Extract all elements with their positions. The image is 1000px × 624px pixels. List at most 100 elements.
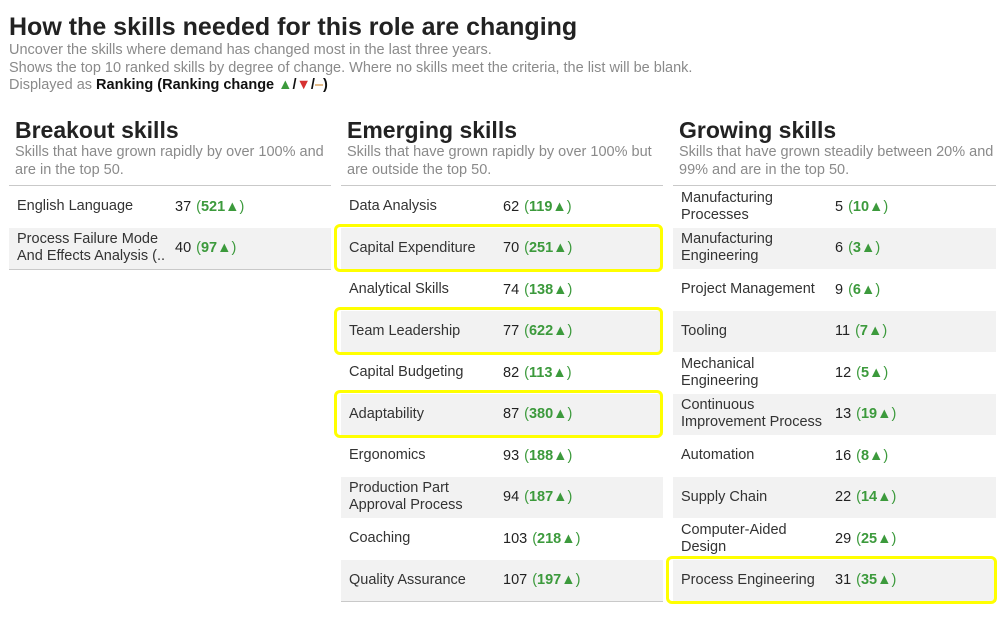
skill-row[interactable]: Mechanical Engineering 12 (5▲) xyxy=(673,352,996,394)
skill-row[interactable]: Capital Budgeting 82 (113▲) xyxy=(341,352,663,394)
skill-row[interactable]: Tooling 11 (7▲) xyxy=(673,310,996,352)
skill-name: Continuous Improvement Process xyxy=(681,397,823,431)
ranking-change: (251▲) xyxy=(524,240,573,257)
ranking-change: (113▲) xyxy=(524,364,572,381)
ranking-change: (8▲) xyxy=(856,447,889,464)
down-triangle-icon: ▼ xyxy=(296,77,311,93)
list-end-divider xyxy=(341,601,663,602)
ranking-change-value: 113▲ xyxy=(528,364,567,381)
ranking-change-value: 19▲ xyxy=(860,406,892,423)
ranking-change-value: 251▲ xyxy=(528,240,568,257)
skill-name: Capital Expenditure xyxy=(349,239,476,256)
skill-name: Supply Chain xyxy=(681,488,768,505)
skill-row[interactable]: Manufacturing Processes 5 (10▲) xyxy=(673,186,996,228)
ranking-change: (119▲) xyxy=(524,198,572,215)
skill-row[interactable]: Data Analysis 62 (119▲) xyxy=(341,186,663,228)
skill-row[interactable]: Process Engineering 31 (35▲) xyxy=(666,555,997,604)
ranking-change: (19▲) xyxy=(856,406,897,423)
ranking-change-value: 8▲ xyxy=(860,447,884,464)
ranking-change: (622▲) xyxy=(524,323,573,340)
ranking-change-value: 380▲ xyxy=(528,406,568,423)
skill-rank: 40 xyxy=(175,240,192,257)
ranking-change-value: 521▲ xyxy=(200,198,240,215)
skill-rank: 29 xyxy=(835,530,852,547)
ranking-change-value: 119▲ xyxy=(528,198,567,215)
ranking-change-label: Ranking change xyxy=(162,77,275,93)
ranking-change-value: 3▲ xyxy=(852,240,876,257)
skill-row[interactable]: Computer-Aided Design 29 (25▲) xyxy=(673,518,996,560)
slash-separator: / xyxy=(310,77,315,93)
displayed-as-value[interactable]: Ranking xyxy=(96,77,154,93)
column-title: Breakout skills xyxy=(15,117,179,143)
displayed-as-line: Displayed as Ranking (Ranking change ▲/▼… xyxy=(9,77,328,93)
ranking-change-value: 25▲ xyxy=(860,530,892,547)
skill-row[interactable]: Process Failure Mode And Effects Analysi… xyxy=(9,227,331,269)
ranking-change: (187▲) xyxy=(524,489,573,506)
skill-row[interactable]: Quality Assurance 107 (197▲) xyxy=(341,559,663,601)
skill-row[interactable]: Manufacturing Engineering 6 (3▲) xyxy=(673,227,996,269)
skill-rank: 62 xyxy=(503,198,520,215)
skill-rank: 13 xyxy=(835,406,852,423)
skill-name: Project Management xyxy=(681,281,815,298)
column-description: Skills that have grown rapidly by over 1… xyxy=(347,144,652,178)
skill-rank: 16 xyxy=(835,447,852,464)
skill-row[interactable]: English Language 37 (521▲) xyxy=(9,186,331,228)
skill-rank: 31 xyxy=(835,572,852,589)
skill-name: Process Engineering xyxy=(681,571,815,588)
skill-row[interactable]: Project Management 9 (6▲) xyxy=(673,269,996,311)
ranking-change-value: 14▲ xyxy=(860,489,892,506)
skill-row[interactable]: Ergonomics 93 (188▲) xyxy=(341,435,663,477)
skill-name: Coaching xyxy=(349,530,411,547)
breakout-skills-column: Breakout skills Skills that have grown r… xyxy=(9,116,331,270)
up-triangle-icon: ▲ xyxy=(278,77,293,93)
skills-list: Manufacturing Processes 5 (10▲) Manufacturi… xyxy=(666,186,997,604)
skill-rank: 37 xyxy=(175,198,192,215)
ranking-change-value: 35▲ xyxy=(860,572,892,589)
ranking-change: (218▲) xyxy=(532,530,581,547)
skill-rank: 22 xyxy=(835,489,852,506)
skill-rank: 103 xyxy=(503,530,528,547)
growing-skills-column: Growing skills Skills that have grown st… xyxy=(666,116,997,604)
ranking-change-value: 197▲ xyxy=(537,572,576,589)
column-title: Emerging skills xyxy=(347,117,518,143)
skill-name: Process Failure Mode And Effects Analysi… xyxy=(17,231,166,265)
skill-name: Analytical Skills xyxy=(349,281,449,298)
displayed-as-prefix: Displayed as xyxy=(9,77,93,93)
page-subtitle: Uncover the skills where demand has chan… xyxy=(9,42,492,58)
column-divider xyxy=(341,185,663,186)
skill-name: Manufacturing Engineering xyxy=(681,231,773,265)
skill-rank: 87 xyxy=(503,406,520,423)
skill-row[interactable]: Production Part Approval Process 94 (187▲) xyxy=(341,476,663,518)
ranking-change: (188▲) xyxy=(524,447,573,464)
skill-row[interactable]: Supply Chain 22 (14▲) xyxy=(673,476,996,518)
skill-row[interactable]: Analytical Skills 74 (138▲) xyxy=(341,269,663,311)
skill-name: Tooling xyxy=(681,322,727,339)
skill-name: Capital Budgeting xyxy=(349,364,464,381)
list-end-divider xyxy=(9,269,331,270)
skill-row[interactable]: Coaching 103 (218▲) xyxy=(341,518,663,560)
ranking-change: (7▲) xyxy=(855,323,888,340)
column-description: Skills that have grown steadily between … xyxy=(679,144,994,178)
skill-name: Manufacturing Processes xyxy=(681,189,773,223)
ranking-change: (97▲) xyxy=(196,240,237,257)
skill-row[interactable]: Automation 16 (8▲) xyxy=(673,435,996,477)
skill-name: Computer-Aided Design xyxy=(681,521,787,555)
column-description: Skills that have grown rapidly by over 1… xyxy=(15,144,324,178)
skill-row[interactable]: Team Leadership 77 (622▲) xyxy=(334,306,663,355)
skill-row[interactable]: Capital Expenditure 70 (251▲) xyxy=(334,223,663,272)
ranking-change: (25▲) xyxy=(856,530,897,547)
ranking-change-value: 7▲ xyxy=(859,323,883,340)
skill-name: English Language xyxy=(17,198,134,215)
skill-row[interactable]: Continuous Improvement Process 13 (19▲) xyxy=(673,393,996,435)
ranking-change-value: 622▲ xyxy=(528,323,568,340)
skill-rank: 77 xyxy=(503,323,520,340)
skill-rank: 107 xyxy=(503,572,528,589)
skill-name: Mechanical Engineering xyxy=(681,355,759,389)
skill-name: Automation xyxy=(681,447,755,464)
emerging-skills-column: Emerging skills Skills that have grown r… xyxy=(334,116,663,602)
skill-row[interactable]: Adaptability 87 (380▲) xyxy=(334,389,663,438)
column-title: Growing skills xyxy=(679,117,837,143)
ranking-change: (5▲) xyxy=(856,364,889,381)
skill-name: Production Part Approval Process xyxy=(349,480,463,514)
flat-dash-icon: – xyxy=(314,77,324,93)
